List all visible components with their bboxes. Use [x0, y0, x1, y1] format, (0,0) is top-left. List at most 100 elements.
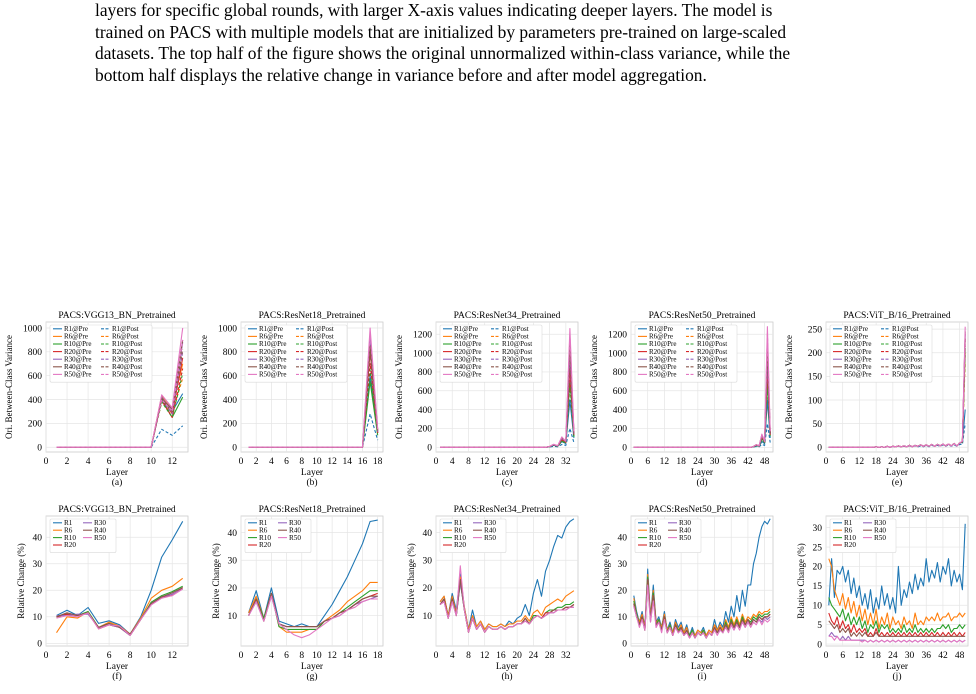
x-tick-label: 36 [726, 457, 736, 467]
chart-panel-b: 0 2 4 6 8 10 12 14 16 18 0 200 400 600 800 1000 PACS:Res… [195, 300, 390, 500]
x-tick-label: 4 [450, 651, 455, 661]
x-tick-label: 2 [254, 651, 259, 661]
legend-label: R40@Post [697, 363, 727, 371]
x-tick-label: 36 [921, 457, 931, 467]
legend-label: R50 [679, 534, 691, 542]
x-tick-label: 6 [645, 651, 650, 661]
chart-sublabel: (e) [892, 477, 903, 488]
series-line-r40 [248, 592, 378, 628]
legend-label: R30@Post [697, 355, 727, 363]
y-tick-label: 40 [33, 534, 43, 544]
legend-box [829, 324, 933, 383]
y-tick-label: 800 [223, 348, 238, 358]
legend-label: R20@Post [112, 348, 142, 356]
legend-label: R50 [289, 534, 301, 542]
legend-label: R20@Pre [454, 348, 481, 356]
chart-title: PACS:ViT_B/16_Pretrained [843, 505, 951, 515]
legend-label: R10@Post [697, 340, 727, 348]
y-tick-label: 10 [228, 612, 238, 622]
series-line-r50-post [56, 339, 184, 448]
series-line-r50-post [248, 333, 379, 448]
x-tick-label: 8 [128, 457, 133, 467]
y-tick-label: 400 [223, 396, 238, 406]
caption-line-3: datasets. The top half of the figure sho… [95, 43, 791, 63]
legend-label: R40@Pre [649, 363, 676, 371]
x-tick-label: 42 [938, 651, 948, 661]
legend-label: R50@Post [502, 371, 532, 379]
chart-panel-e: 0 6 12 18 24 30 36 42 48 0 50 100 150 200 250 PACS:ViT_… [780, 300, 975, 500]
legend-label: R6@Post [892, 333, 919, 341]
legend-label: R10@Post [307, 340, 337, 348]
y-tick-label: 1000 [218, 324, 237, 334]
y-axis-label: Relative Change (%) [406, 543, 416, 618]
legend-label: R1@Pre [64, 325, 88, 333]
x-tick-label: 16 [358, 457, 368, 467]
chart-panel-i: 0 6 12 18 24 30 36 42 48 0 10 20 30 40 PACS:ResNet50_P… [585, 494, 780, 694]
y-tick-label: 0 [232, 444, 237, 454]
legend-label: R10 [649, 534, 661, 542]
y-tick-label: 600 [223, 372, 238, 382]
legend-label: R30@Post [112, 355, 142, 363]
y-tick-label: 10 [813, 602, 823, 612]
y-tick-label: 20 [813, 563, 823, 573]
legend-label: R30@Post [502, 355, 532, 363]
x-tick-label: 30 [710, 651, 720, 661]
x-tick-label: 42 [743, 457, 753, 467]
x-tick-label: 10 [146, 651, 156, 661]
legend-label: R10@Post [112, 340, 142, 348]
chart-panel-g: 0 2 4 6 8 10 12 14 16 18 10 20 30 40 PACS:ResNet18_Pre… [195, 494, 390, 694]
x-tick-label: 32 [561, 651, 571, 661]
legend-label: R50@Pre [454, 371, 481, 379]
legend-label: R6@Pre [649, 333, 673, 341]
x-axis-label: Layer [301, 468, 324, 478]
x-tick-label: 24 [529, 651, 539, 661]
legend-label: R1@Post [697, 325, 724, 333]
y-axis-label: Relative Change (%) [796, 543, 806, 618]
y-axis-label: Ori. Between-Class Variance [784, 335, 794, 439]
chart-title: PACS:ResNet18_Pretrained [259, 311, 366, 321]
legend-label: R20@Pre [844, 348, 871, 356]
x-tick-label: 4 [86, 651, 91, 661]
x-tick-label: 24 [529, 457, 539, 467]
series-group [633, 518, 771, 639]
x-tick-label: 0 [44, 457, 49, 467]
x-tick-label: 8 [128, 651, 133, 661]
legend-label: R10@Pre [649, 340, 676, 348]
legend-label: R50@Post [697, 371, 727, 379]
legend-label: R1@Pre [454, 325, 478, 333]
y-axis-label: Ori. Between-Class Variance [589, 335, 599, 439]
legend-label: R40@Post [892, 363, 922, 371]
x-tick-label: 48 [760, 457, 770, 467]
x-tick-label: 24 [693, 651, 703, 661]
legend-label: R30@Pre [454, 355, 481, 363]
legend-box [244, 518, 312, 553]
y-tick-label: 20 [423, 584, 433, 594]
y-tick-label: 40 [618, 534, 628, 544]
legend-label: R20@Pre [649, 348, 676, 356]
y-tick-label: 200 [28, 420, 43, 430]
x-tick-label: 18 [871, 651, 881, 661]
y-tick-label: 1000 [608, 349, 627, 359]
legend-label: R30 [484, 519, 496, 527]
x-tick-label: 0 [629, 457, 634, 467]
x-tick-label: 12 [660, 457, 670, 467]
x-tick-label: 12 [327, 457, 337, 467]
chart-title: PACS:ResNet50_Pretrained [649, 311, 756, 321]
y-tick-label: 100 [808, 396, 823, 406]
caption-line-2: trained on PACS with multiple models tha… [95, 21, 787, 42]
x-axis-label: Layer [496, 662, 519, 672]
y-tick-label: 1200 [608, 331, 627, 341]
y-tick-label: 10 [618, 613, 628, 623]
x-tick-label: 36 [726, 651, 736, 661]
x-tick-label: 18 [676, 457, 686, 467]
legend-label: R10@Pre [64, 340, 91, 348]
legend-label: R10@Pre [259, 340, 286, 348]
x-tick-label: 6 [840, 651, 845, 661]
x-tick-label: 12 [327, 651, 337, 661]
legend-label: R20 [649, 541, 661, 549]
x-tick-label: 10 [146, 457, 156, 467]
x-tick-label: 8 [466, 651, 471, 661]
legend-label: R20 [454, 541, 466, 549]
y-tick-label: 50 [813, 420, 823, 430]
chart-sublabel: (g) [306, 671, 317, 682]
